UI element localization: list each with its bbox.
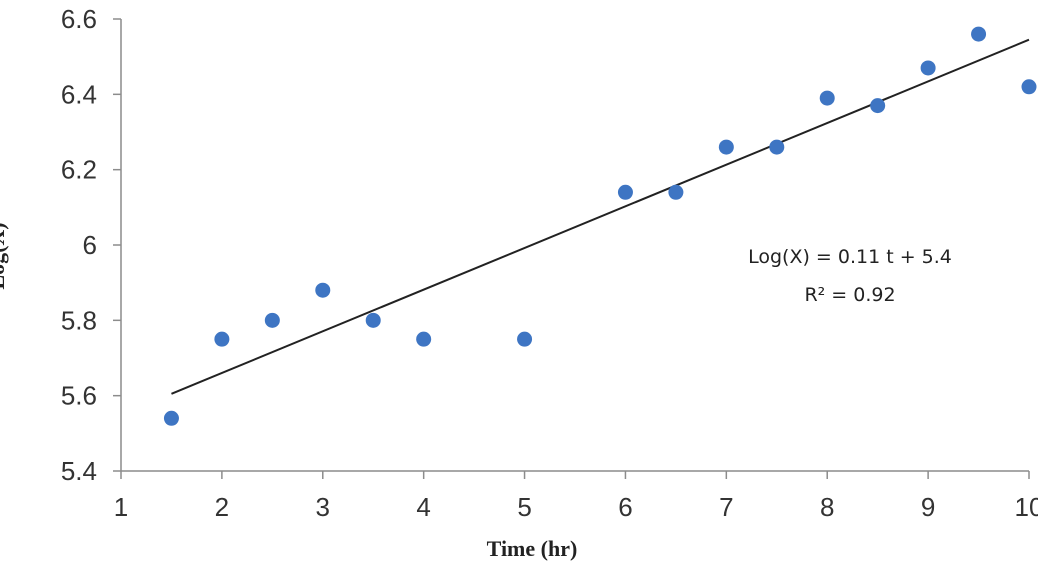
x-tick-label: 10 — [1015, 492, 1038, 522]
data-point — [315, 282, 331, 298]
x-tick-label: 1 — [114, 492, 128, 522]
data-point — [971, 26, 987, 42]
y-tick-label: 6.2 — [61, 155, 97, 185]
data-point — [365, 312, 381, 328]
data-point — [617, 184, 633, 200]
data-points — [163, 26, 1037, 426]
y-tick-label: 6.6 — [61, 4, 97, 34]
x-tick-label: 3 — [316, 492, 330, 522]
data-point — [264, 312, 280, 328]
data-point — [668, 184, 684, 200]
x-tick-label: 6 — [618, 492, 632, 522]
data-point — [163, 410, 179, 426]
y-axis-ticks: 5.4 5.6 5.8 6 6.2 6.4 6.6 — [61, 4, 121, 486]
x-tick-label: 9 — [921, 492, 935, 522]
x-axis-title: Time (hr) — [487, 536, 578, 561]
data-point — [517, 331, 533, 347]
y-tick-label: 5.6 — [61, 381, 97, 411]
y-tick-label: 6 — [83, 230, 97, 260]
x-tick-label: 7 — [719, 492, 733, 522]
data-point — [769, 139, 785, 155]
x-tick-label: 8 — [820, 492, 834, 522]
data-point — [819, 90, 835, 106]
y-tick-label: 5.8 — [61, 305, 97, 335]
axes — [120, 19, 1029, 472]
trendline — [171, 38, 1030, 395]
x-tick-label: 4 — [416, 492, 430, 522]
x-tick-label: 5 — [517, 492, 531, 522]
x-tick-label: 2 — [215, 492, 229, 522]
data-point — [1021, 79, 1037, 95]
y-tick-label: 5.4 — [61, 456, 97, 486]
regression-equation: Log(X) = 0.11 t + 5.4 — [748, 246, 952, 268]
data-point — [214, 331, 230, 347]
data-point — [416, 331, 432, 347]
data-point — [870, 98, 886, 114]
r-squared-label: R² = 0.92 — [804, 284, 895, 306]
data-point — [718, 139, 734, 155]
y-tick-label: 6.4 — [61, 79, 97, 109]
x-axis-ticks: 1 2 3 4 5 6 7 8 9 10 — [114, 471, 1038, 522]
data-point — [920, 60, 936, 76]
y-axis-title: Log(X) — [0, 222, 9, 289]
